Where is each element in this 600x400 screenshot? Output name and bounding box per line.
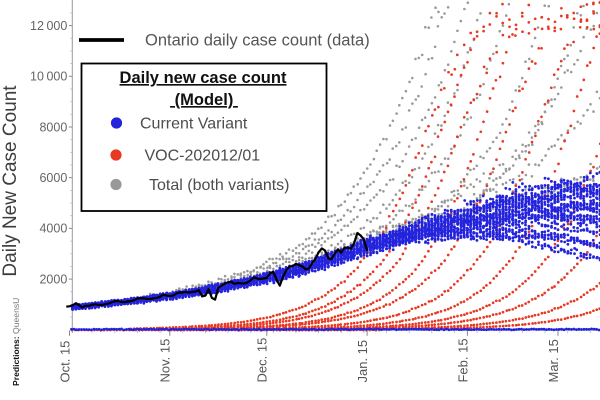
svg-text:Nov. 15: Nov. 15 xyxy=(158,339,173,383)
svg-text:Daily new case count: Daily new case count xyxy=(120,69,287,87)
svg-text:Mar. 15: Mar. 15 xyxy=(546,339,561,382)
svg-text:6000: 6000 xyxy=(39,171,67,185)
svg-text:4000: 4000 xyxy=(39,222,67,236)
svg-text:10 000: 10 000 xyxy=(30,70,67,84)
svg-text:Current Variant: Current Variant xyxy=(140,116,248,133)
svg-text:Total (both variants): Total (both variants) xyxy=(149,177,290,194)
svg-text:Ontario daily case count (data: Ontario daily case count (data) xyxy=(145,32,370,50)
svg-text:12 000: 12 000 xyxy=(30,19,67,33)
svg-text:Predictions: QueensU: Predictions: QueensU xyxy=(11,298,21,386)
svg-text:Daily New Case Count: Daily New Case Count xyxy=(0,85,21,277)
svg-text:Jan. 15: Jan. 15 xyxy=(355,340,370,383)
svg-text:Oct. 15: Oct. 15 xyxy=(57,341,72,383)
svg-text:8000: 8000 xyxy=(39,120,67,134)
svg-text:Dec. 15: Dec. 15 xyxy=(255,338,270,383)
svg-text:Feb. 15: Feb. 15 xyxy=(455,338,470,382)
svg-text:2000: 2000 xyxy=(39,272,67,286)
svg-text:VOC-202012/01: VOC-202012/01 xyxy=(145,148,261,165)
svg-text:(Model): (Model) xyxy=(170,91,238,109)
